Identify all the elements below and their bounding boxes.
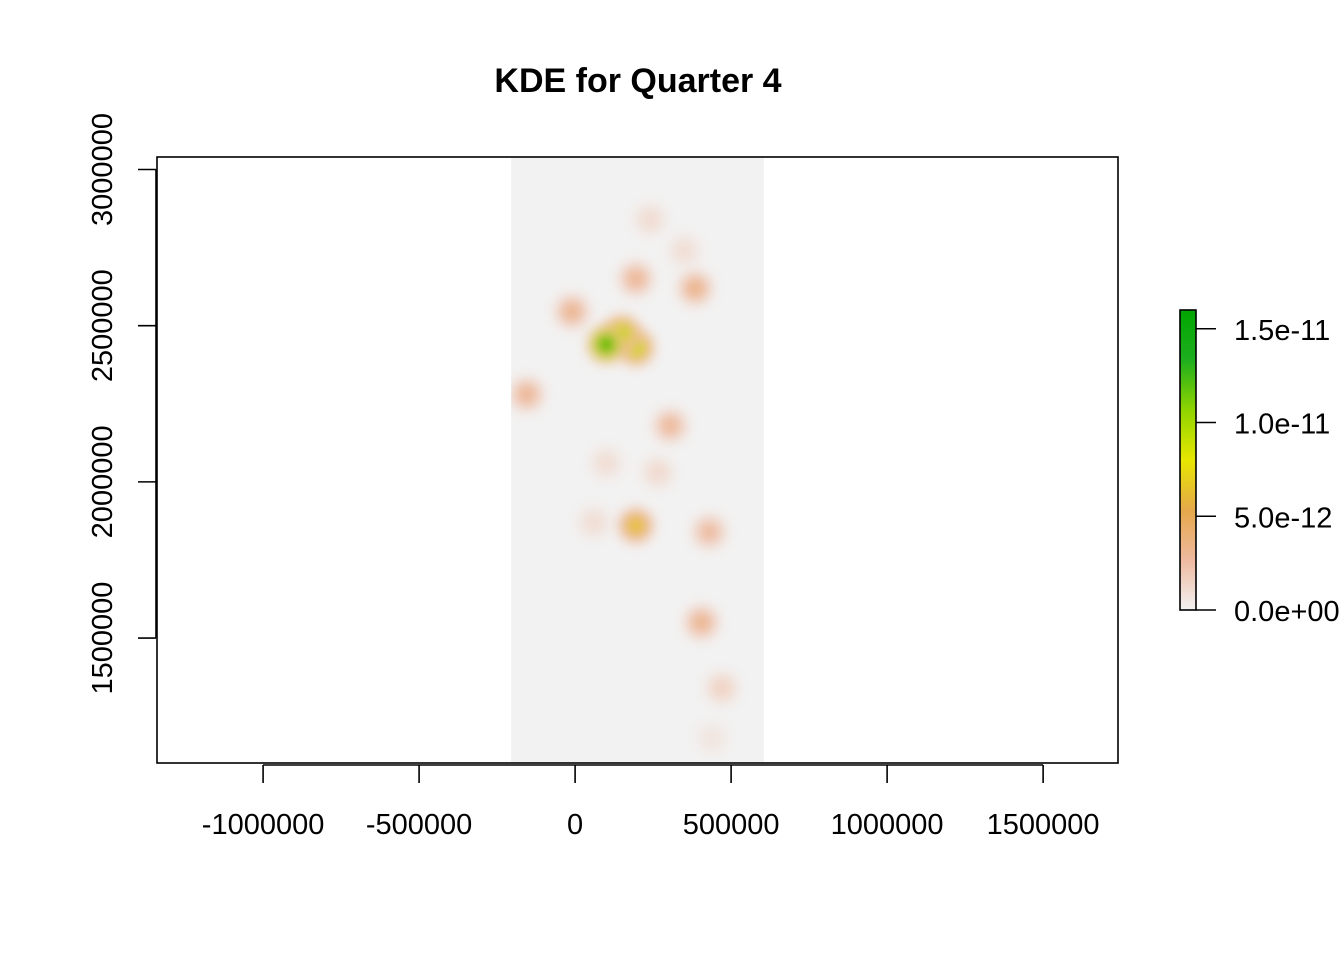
x-tick-label: 500000 [683, 809, 780, 841]
x-tick-label: 1000000 [831, 809, 944, 841]
kde-hotspot-level [631, 274, 641, 284]
kde-raster [511, 157, 764, 763]
y-tick-label: 1500000 [87, 582, 119, 695]
kde-hotspot-level [602, 458, 611, 468]
kde-hotspot [586, 442, 627, 484]
chart-title: KDE for Quarter 4 [494, 62, 781, 100]
colorbar-tick-label: 0.0e+00 [1234, 596, 1340, 628]
kde-hotspot-level [717, 683, 726, 693]
kde-hotspot-level [708, 733, 717, 743]
kde-hotspot-level [631, 521, 641, 530]
kde-hotspot-level [602, 340, 611, 349]
kde-hotspot [675, 268, 716, 309]
x-tick-label: -1000000 [202, 809, 325, 841]
kde-hotspot [573, 502, 615, 543]
kde-hotspot [664, 230, 705, 271]
plot-frame [156, 156, 1119, 764]
x-tick-label: 0 [567, 809, 583, 841]
kde-hotspot [511, 374, 547, 415]
kde-hotspot-level [567, 307, 577, 316]
kde-hotspot-level [653, 468, 662, 477]
kde-hotspot [629, 199, 671, 240]
x-axis: -1000000 -500000 0 500000 1000000 1500000 [202, 764, 1100, 841]
kde-hotspot [650, 405, 691, 446]
kde-hotspot-level [691, 283, 700, 293]
kde-hotspot [551, 291, 593, 332]
kde-hotspot-level [705, 527, 714, 537]
colorbar-tick-label: 1.0e-11 [1234, 409, 1330, 441]
colorbar-gradient [1179, 309, 1197, 611]
kde-hotspot [586, 324, 627, 365]
kde-hotspot-level [589, 518, 599, 527]
kde-hotspot [615, 258, 657, 300]
y-tick-label: 2500000 [87, 269, 119, 382]
y-tick-label: 3000000 [87, 113, 119, 226]
kde-hotspot-level [645, 215, 655, 224]
x-tick-label: -500000 [366, 809, 472, 841]
kde-hotspot-level [666, 421, 675, 430]
kde-hotspot-level [522, 390, 531, 399]
kde-hotspot-level [697, 618, 706, 627]
kde-hotspot [637, 452, 678, 493]
kde-hotspot [701, 667, 742, 709]
y-tick-label: 2000000 [87, 425, 119, 538]
kde-hotspot [615, 505, 657, 546]
colorbar-tick-label: 1.5e-11 [1234, 315, 1330, 347]
x-tick-label: 1500000 [987, 809, 1100, 841]
y-axis: 1500000 2000000 2500000 3000000 [87, 113, 157, 695]
colorbar-tick-label: 5.0e-12 [1234, 502, 1332, 534]
kde-hotspot [689, 511, 730, 553]
kde-hotspot [692, 717, 733, 759]
kde-hotspot-level [680, 246, 689, 255]
kde-hotspot [681, 602, 722, 643]
kde-raster-background [511, 157, 764, 763]
colorbar-legend: 0.0e+00 5.0e-12 1.0e-11 1.5e-11 [1179, 309, 1340, 628]
